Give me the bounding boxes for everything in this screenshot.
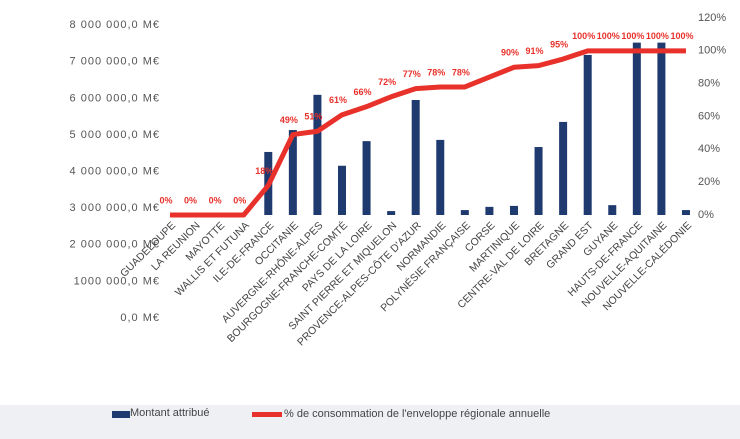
data-label: 18%	[255, 166, 273, 176]
bar	[411, 100, 420, 215]
bar	[436, 139, 445, 215]
y2-tick-label: 80%	[698, 78, 720, 90]
y2-tick-label: 120%	[698, 12, 726, 24]
data-label: 95%	[550, 39, 568, 49]
data-label: 51%	[304, 112, 322, 122]
data-label: 0%	[184, 195, 197, 205]
bar	[337, 165, 346, 215]
legend: Montant attribué % de consommation de l'…	[0, 405, 740, 439]
data-label: 0%	[233, 195, 246, 205]
y-tick-label: 5 000 000,0 M€	[70, 129, 160, 141]
data-label: 100%	[621, 31, 644, 41]
data-label: 77%	[403, 69, 421, 79]
bar	[362, 141, 371, 215]
y-tick-label: 8 000 000,0 M€	[70, 19, 160, 31]
data-label: 100%	[670, 31, 693, 41]
data-label: 78%	[452, 67, 470, 77]
data-label: 100%	[572, 31, 595, 41]
bar	[313, 94, 322, 215]
data-label: 91%	[526, 46, 544, 56]
data-label: 90%	[501, 48, 519, 58]
bar	[387, 211, 396, 215]
y-tick-label: 4 000 000,0 M€	[70, 166, 160, 178]
y2-tick-label: 20%	[698, 176, 720, 188]
y-tick-label: 2 000 000,0 M€	[70, 239, 160, 251]
bar	[657, 42, 666, 215]
data-label: 0%	[209, 195, 222, 205]
data-label: 0%	[159, 195, 172, 205]
bar	[534, 147, 543, 215]
legend-label: % de consommation de l'enveloppe régiona…	[284, 408, 551, 420]
y-tick-label: 3 000 000,0 M€	[70, 202, 160, 214]
data-label: 78%	[427, 67, 445, 77]
bar	[632, 42, 641, 215]
data-label: 72%	[378, 77, 396, 87]
y2-tick-label: 60%	[698, 110, 720, 122]
bar	[485, 206, 494, 215]
y2-tick-label: 0%	[698, 209, 714, 221]
legend-swatch	[112, 411, 130, 418]
data-label: 100%	[597, 31, 620, 41]
y2-tick-label: 40%	[698, 143, 720, 155]
y-tick-label: 0,0 M€	[120, 312, 160, 324]
bar	[681, 210, 690, 215]
bar	[559, 121, 568, 215]
plot: 0,0 M€ 1000 000,0 M€ 2 000 000,0 M€ 3 000 0…	[70, 12, 727, 348]
data-label: 49%	[280, 115, 298, 125]
line	[170, 48, 686, 218]
y2-tick-label: 100%	[698, 45, 726, 57]
legend-swatch	[252, 412, 282, 417]
y-tick-label: 1000 000,0 M€	[74, 275, 160, 287]
bar	[460, 210, 469, 215]
bar	[288, 130, 297, 215]
y-tick-label: 6 000 000,0 M€	[70, 92, 160, 104]
data-label: 100%	[646, 31, 669, 41]
bar	[608, 205, 617, 215]
bar	[583, 54, 592, 215]
legend-label: Montant attribué	[130, 407, 210, 419]
y-tick-label: 7 000 000,0 M€	[70, 56, 160, 68]
data-label: 61%	[329, 95, 347, 105]
bar	[509, 205, 518, 215]
data-label: 66%	[354, 87, 372, 97]
